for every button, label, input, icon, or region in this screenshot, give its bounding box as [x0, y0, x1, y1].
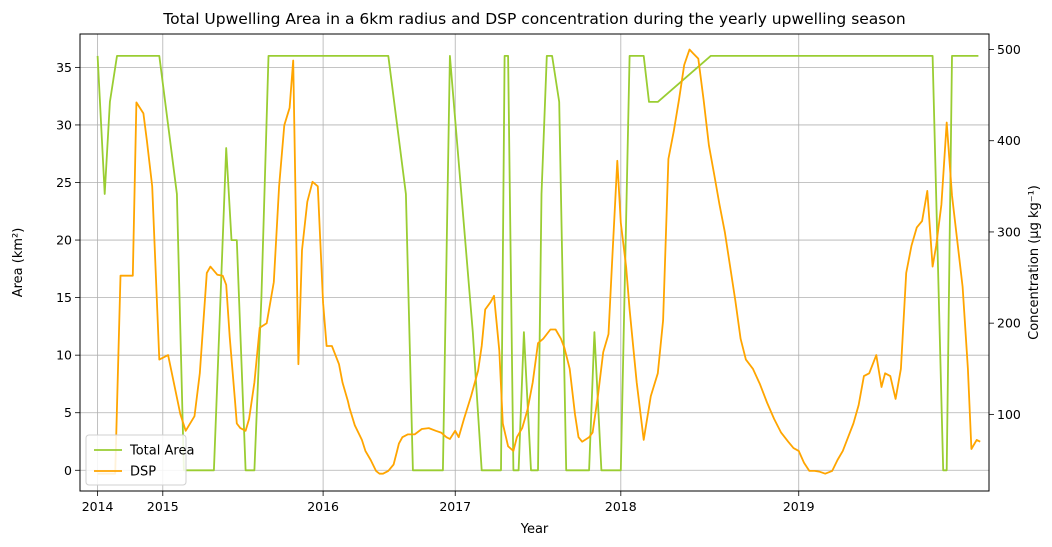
y-axis-ticks: 0 5 10 15 20 25 30 35 — [56, 60, 80, 478]
y-tick-label: 5 — [64, 405, 72, 420]
x-tick-label: 2018 — [605, 499, 637, 514]
series-line-total-area — [96, 55, 979, 472]
y2-tick-label: 100 — [997, 407, 1021, 422]
y-tick-label: 10 — [56, 348, 72, 363]
y2-axis-label: Concentration (µg kg⁻¹) — [1027, 185, 1042, 340]
y-tick-label: 30 — [56, 117, 72, 132]
y2-tick-label: 200 — [997, 316, 1021, 331]
y2-tick-label: 500 — [997, 42, 1021, 57]
series-layer — [96, 48, 981, 475]
y-tick-label: 15 — [56, 290, 72, 305]
y2-tick-label: 300 — [997, 224, 1021, 239]
y-axis-label: Area (km²) — [11, 228, 26, 298]
legend-box — [85, 434, 187, 486]
series-line-dsp — [97, 48, 981, 475]
legend-label: Total Area — [129, 444, 194, 459]
chart-title: Total Upwelling Area in a 6km radius and… — [162, 10, 905, 28]
legend: Total Area DSP — [85, 434, 194, 486]
x-axis-ticks: 2014 2015 2016 2017 2018 2019 — [82, 491, 815, 514]
y-tick-label: 25 — [56, 175, 72, 190]
x-tick-label: 2016 — [307, 499, 339, 514]
y2-axis-ticks: 100 200 300 400 500 — [989, 42, 1021, 422]
x-axis-label: Year — [520, 522, 549, 537]
x-tick-label: 2019 — [783, 499, 815, 514]
legend-label: DSP — [130, 465, 156, 480]
y2-tick-label: 400 — [997, 133, 1021, 148]
plot-frame — [79, 33, 990, 492]
x-tick-label: 2017 — [439, 499, 471, 514]
y-tick-label: 0 — [64, 463, 72, 478]
x-tick-label: 2015 — [147, 499, 179, 514]
y-tick-label: 20 — [56, 233, 72, 248]
x-tick-label: 2014 — [82, 499, 114, 514]
y-tick-label: 35 — [56, 60, 72, 75]
